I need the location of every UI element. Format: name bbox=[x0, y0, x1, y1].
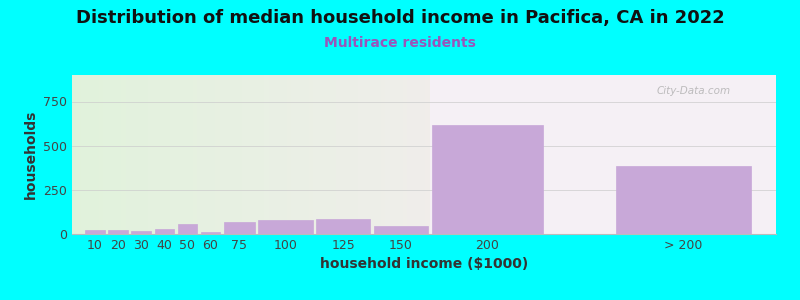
Bar bbox=[316, 219, 370, 234]
Bar bbox=[112, 75, 117, 234]
Bar bbox=[179, 75, 184, 234]
Bar bbox=[154, 229, 174, 234]
Bar bbox=[162, 75, 166, 234]
Bar bbox=[108, 230, 128, 234]
Bar bbox=[77, 75, 81, 234]
Bar bbox=[258, 220, 313, 234]
Bar bbox=[153, 75, 157, 234]
Bar bbox=[246, 75, 251, 234]
Bar bbox=[90, 75, 94, 234]
Bar bbox=[318, 75, 322, 234]
Bar bbox=[201, 232, 220, 234]
Bar bbox=[269, 75, 274, 234]
Bar bbox=[412, 75, 416, 234]
Bar bbox=[238, 75, 242, 234]
Bar bbox=[139, 75, 143, 234]
Bar bbox=[367, 75, 372, 234]
Bar bbox=[103, 75, 108, 234]
Bar bbox=[117, 75, 121, 234]
Bar bbox=[282, 75, 286, 234]
Bar bbox=[131, 231, 151, 234]
Bar bbox=[376, 75, 381, 234]
Bar bbox=[350, 75, 354, 234]
Bar bbox=[431, 125, 543, 234]
Bar bbox=[175, 75, 179, 234]
Bar bbox=[416, 75, 421, 234]
X-axis label: household income ($1000): household income ($1000) bbox=[320, 257, 528, 272]
Bar bbox=[260, 75, 264, 234]
Bar bbox=[358, 75, 362, 234]
Bar bbox=[206, 75, 210, 234]
Bar bbox=[229, 75, 233, 234]
Bar bbox=[157, 75, 162, 234]
Bar bbox=[210, 75, 215, 234]
Bar bbox=[430, 75, 776, 234]
Bar bbox=[264, 75, 269, 234]
Text: Distribution of median household income in Pacifica, CA in 2022: Distribution of median household income … bbox=[76, 9, 724, 27]
Bar bbox=[345, 75, 350, 234]
Bar bbox=[219, 75, 224, 234]
Bar bbox=[99, 75, 103, 234]
Bar bbox=[251, 75, 255, 234]
Bar bbox=[94, 75, 99, 234]
Bar bbox=[394, 75, 398, 234]
Bar bbox=[372, 75, 376, 234]
Bar bbox=[130, 75, 134, 234]
Bar bbox=[616, 166, 751, 234]
Text: City-Data.com: City-Data.com bbox=[656, 86, 730, 96]
Bar bbox=[374, 226, 428, 234]
Bar bbox=[327, 75, 331, 234]
Bar bbox=[305, 75, 309, 234]
Bar bbox=[86, 75, 90, 234]
Bar bbox=[224, 75, 229, 234]
Text: Multirace residents: Multirace residents bbox=[324, 36, 476, 50]
Bar bbox=[178, 224, 198, 234]
Bar bbox=[202, 75, 206, 234]
Bar bbox=[300, 75, 305, 234]
Bar bbox=[340, 75, 345, 234]
Bar bbox=[143, 75, 148, 234]
Bar bbox=[81, 75, 86, 234]
Bar bbox=[242, 75, 246, 234]
Bar bbox=[166, 75, 170, 234]
Bar bbox=[215, 75, 219, 234]
Bar bbox=[291, 75, 296, 234]
Bar bbox=[278, 75, 282, 234]
Bar bbox=[354, 75, 358, 234]
Bar bbox=[296, 75, 300, 234]
Bar bbox=[421, 75, 426, 234]
Bar bbox=[426, 75, 430, 234]
Bar bbox=[398, 75, 403, 234]
Bar bbox=[233, 75, 238, 234]
Bar bbox=[121, 75, 126, 234]
Bar bbox=[381, 75, 385, 234]
Bar bbox=[188, 75, 193, 234]
Bar bbox=[403, 75, 407, 234]
Bar bbox=[198, 75, 202, 234]
Bar bbox=[255, 75, 260, 234]
Y-axis label: households: households bbox=[23, 110, 38, 199]
Bar bbox=[86, 230, 105, 234]
Bar bbox=[407, 75, 412, 234]
Bar bbox=[336, 75, 340, 234]
Bar bbox=[362, 75, 367, 234]
Bar bbox=[108, 75, 112, 234]
Bar bbox=[134, 75, 139, 234]
Bar bbox=[385, 75, 390, 234]
Bar bbox=[148, 75, 153, 234]
Bar bbox=[286, 75, 291, 234]
Bar bbox=[224, 222, 255, 234]
Bar bbox=[170, 75, 175, 234]
Bar bbox=[72, 75, 77, 234]
Bar bbox=[274, 75, 278, 234]
Bar bbox=[193, 75, 198, 234]
Bar bbox=[331, 75, 336, 234]
Bar bbox=[309, 75, 314, 234]
Bar bbox=[390, 75, 394, 234]
Bar bbox=[184, 75, 188, 234]
Bar bbox=[322, 75, 327, 234]
Bar bbox=[126, 75, 130, 234]
Bar bbox=[314, 75, 318, 234]
